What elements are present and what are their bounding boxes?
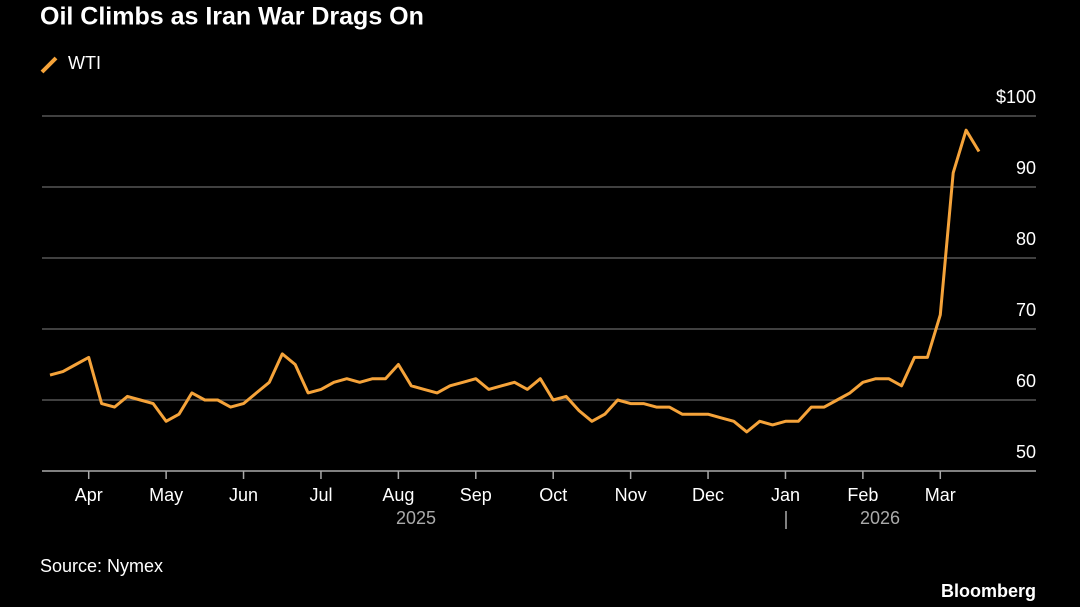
x-tick-label: Jul xyxy=(309,485,332,505)
x-tick-label: Nov xyxy=(615,485,647,505)
y-tick-label: 60 xyxy=(1016,371,1036,391)
y-tick-label: 80 xyxy=(1016,229,1036,249)
year-label: 2026 xyxy=(860,508,900,528)
x-tick-label: Aug xyxy=(382,485,414,505)
year-label: 2025 xyxy=(396,508,436,528)
x-tick-label: Sep xyxy=(460,485,492,505)
x-tick-label: May xyxy=(149,485,183,505)
y-tick-label: $100 xyxy=(996,87,1036,107)
y-tick-label: 90 xyxy=(1016,158,1036,178)
y-tick-label: 70 xyxy=(1016,300,1036,320)
x-tick-label: Dec xyxy=(692,485,724,505)
series-line xyxy=(49,128,981,434)
x-tick-label: Oct xyxy=(539,485,567,505)
x-tick-label: Feb xyxy=(847,485,878,505)
x-tick-label: Apr xyxy=(75,485,103,505)
chart-title: Oil Climbs as Iran War Drags On xyxy=(40,3,424,31)
y-tick-label: 50 xyxy=(1016,442,1036,462)
legend-swatch xyxy=(40,56,58,74)
x-tick-label: Jun xyxy=(229,485,258,505)
x-tick-label: Mar xyxy=(925,485,956,505)
source: Source: Nymex xyxy=(40,556,163,576)
x-tick-label: Jan xyxy=(771,485,800,505)
legend-label: WTI xyxy=(68,53,101,73)
brand: Bloomberg xyxy=(941,581,1036,601)
